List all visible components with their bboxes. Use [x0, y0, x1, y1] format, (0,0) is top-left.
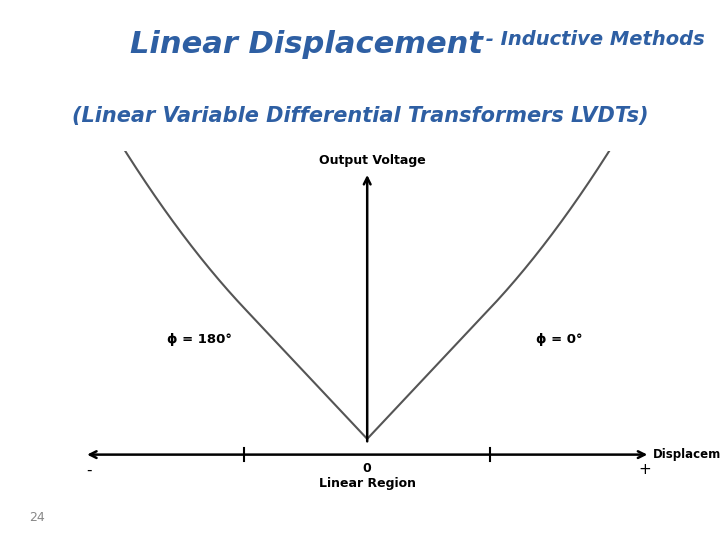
- Text: ϕ = 180°: ϕ = 180°: [168, 333, 233, 346]
- Text: +: +: [639, 462, 652, 477]
- Text: 24: 24: [29, 511, 45, 524]
- Text: (Linear Variable Differential Transformers LVDTs): (Linear Variable Differential Transforme…: [72, 106, 648, 126]
- Text: Linear Region: Linear Region: [319, 477, 415, 490]
- Text: - Inductive Methods: - Inductive Methods: [479, 30, 705, 49]
- Text: ϕ = 0°: ϕ = 0°: [536, 333, 582, 346]
- Text: Linear Displacement: Linear Displacement: [130, 30, 482, 59]
- Text: Displacement: Displacement: [652, 448, 720, 461]
- Text: Output Voltage: Output Voltage: [319, 154, 426, 167]
- Text: -: -: [86, 462, 92, 477]
- Text: 0: 0: [363, 462, 372, 475]
